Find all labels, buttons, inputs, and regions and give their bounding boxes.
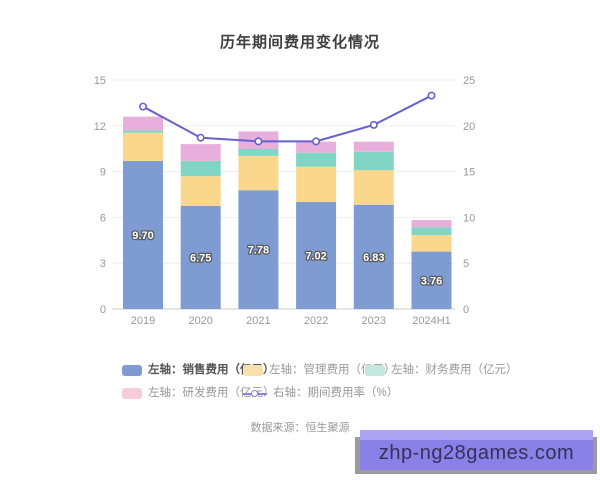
right-axis-tick: 0	[463, 304, 469, 316]
bar-segment[interactable]	[353, 141, 394, 152]
x-axis-label: 2024H1	[412, 315, 451, 327]
legend-label: 左轴：研发费用（亿元）	[148, 387, 275, 399]
expense-ratio-line[interactable]	[142, 94, 432, 143]
bar-segment[interactable]	[353, 204, 394, 309]
legend-label: 左轴：销售费用（亿元）	[148, 364, 275, 376]
right-axis-tick: 20	[463, 121, 475, 133]
legend-item-series-0[interactable]: 左轴：销售费用（亿元）	[122, 364, 275, 377]
legend-item-series-3[interactable]: 左轴：研发费用（亿元）	[122, 387, 275, 400]
line-point-marker[interactable]	[312, 137, 321, 146]
right-axis-tick: 15	[463, 167, 475, 179]
bar-segment[interactable]	[180, 176, 221, 206]
bar-segment[interactable]	[411, 234, 452, 252]
bar-segment[interactable]	[353, 151, 394, 171]
data-source-note: 数据来源：恒生聚源	[250, 422, 350, 434]
legend-item-series-1[interactable]: 左轴：管理费用（亿元）	[243, 364, 396, 377]
bar-segment[interactable]	[123, 130, 163, 133]
left-axis-tick: 9	[100, 167, 106, 179]
bar-segment[interactable]	[123, 132, 163, 161]
bar-segment[interactable]	[411, 227, 452, 235]
legend-swatch	[122, 365, 142, 376]
x-axis-label: 2019	[131, 315, 155, 327]
left-axis-tick: 0	[100, 304, 106, 316]
bar-segment[interactable]	[411, 251, 452, 309]
x-axis-label: 2021	[246, 315, 270, 327]
bar-segment[interactable]	[411, 220, 452, 228]
line-point-marker[interactable]	[196, 133, 205, 142]
bar-segment[interactable]	[353, 170, 394, 205]
legend-swatch	[243, 365, 263, 376]
watermark-link[interactable]: zhp-ng28games.com	[360, 430, 593, 470]
bar-segment[interactable]	[180, 205, 221, 309]
left-axis-tick: 3	[100, 258, 106, 270]
x-axis-label: 2020	[188, 315, 212, 327]
left-axis-tick: 15	[94, 75, 106, 87]
chart-title: 历年期间费用变化情况	[219, 34, 380, 51]
bar-segment[interactable]	[296, 166, 337, 202]
bar-value-label: 6.83	[363, 252, 384, 264]
bar-value-label: 7.78	[248, 245, 269, 257]
legend-line-marker-icon	[243, 388, 267, 400]
bar-segment[interactable]	[123, 160, 163, 309]
bar-segment[interactable]	[180, 144, 221, 161]
legend-item-ratio-line[interactable]: 右轴：期间费用率（%）	[243, 387, 398, 400]
expense-combo-chart: 0 3 6 9 12 15 0 5 10 15 20 25 2019 2020 2021 2022 2023 20…	[94, 75, 476, 327]
right-axis-tick: 25	[463, 75, 475, 87]
left-axis-tick: 6	[100, 212, 106, 224]
line-point-marker[interactable]	[369, 120, 378, 129]
bar-value-label: 9.70	[132, 230, 153, 242]
bar-segment[interactable]	[296, 141, 337, 153]
legend-label: 右轴：期间费用率（%）	[273, 387, 399, 399]
bar-segment[interactable]	[238, 155, 279, 191]
line-point-marker[interactable]	[427, 91, 436, 100]
legend-label: 左轴：管理费用（亿元）	[269, 364, 396, 376]
bar-segment[interactable]	[296, 201, 337, 309]
x-axis-label: 2022	[304, 315, 328, 327]
bar-segment[interactable]	[180, 160, 221, 177]
bar-value-label: 6.75	[190, 252, 211, 264]
legend-swatch	[365, 365, 385, 376]
bar-segment[interactable]	[123, 116, 163, 131]
right-axis-tick: 5	[463, 258, 469, 270]
right-axis-tick: 10	[463, 212, 475, 224]
legend-item-series-2[interactable]: 左轴：财务费用（亿元）	[365, 364, 518, 377]
bar-segment[interactable]	[238, 190, 279, 309]
bar-value-label: 3.76	[421, 275, 442, 287]
line-point-marker[interactable]	[139, 102, 148, 111]
bar-segment[interactable]	[296, 152, 337, 167]
bar-segment[interactable]	[238, 149, 279, 156]
line-point-marker[interactable]	[254, 137, 263, 146]
legend-swatch	[122, 388, 142, 399]
legend-label: 左轴：财务费用（亿元）	[391, 364, 518, 376]
x-axis-label: 2023	[362, 315, 386, 327]
bar-value-label: 7.02	[305, 250, 326, 262]
left-axis-tick: 12	[94, 121, 106, 133]
